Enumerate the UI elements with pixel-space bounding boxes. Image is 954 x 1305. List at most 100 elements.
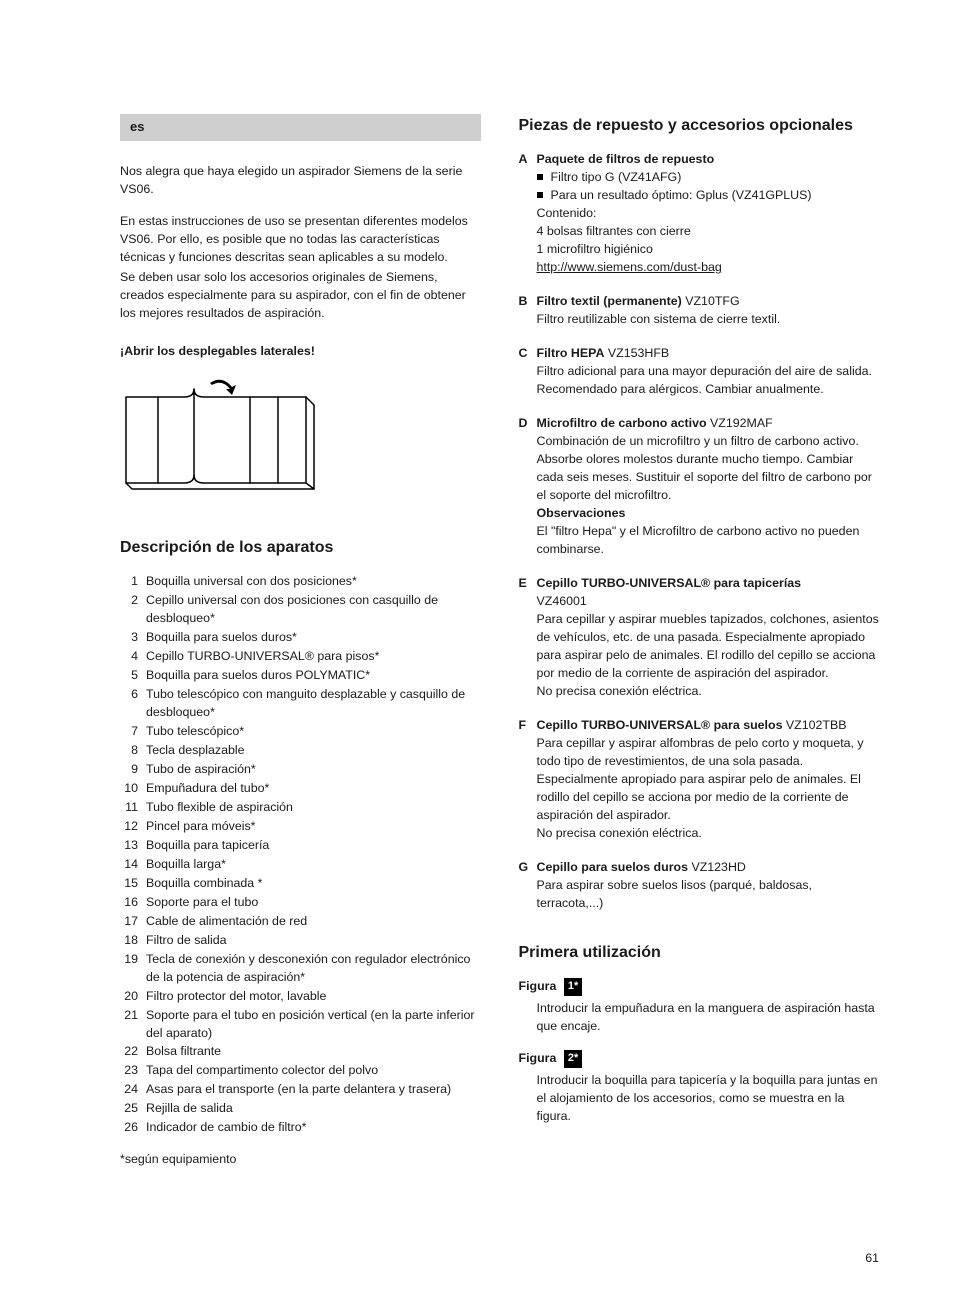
- description-item-number: 17: [120, 913, 146, 931]
- description-item-text: Soporte para el tubo en posición vertica…: [146, 1007, 481, 1043]
- spare-f-code: VZ102TBB: [786, 718, 847, 732]
- description-item-text: Tecla de conexión y desconexión con regu…: [146, 951, 481, 987]
- spare-d-title: Microfiltro de carbono activo: [537, 416, 707, 430]
- description-item-text: Tapa del compartimento colector del polv…: [146, 1062, 481, 1080]
- description-item-text: Bolsa filtrante: [146, 1043, 481, 1061]
- description-item-number: 1: [120, 573, 146, 591]
- description-item-number: 21: [120, 1007, 146, 1043]
- spare-f-title: Cepillo TURBO-UNIVERSAL® para suelos: [537, 718, 783, 732]
- spare-c-title: Filtro HEPA: [537, 346, 605, 360]
- spare-c-code: VZ153HFB: [608, 346, 669, 360]
- description-item-number: 12: [120, 818, 146, 836]
- description-item-number: 25: [120, 1100, 146, 1118]
- description-item: 9Tubo de aspiración*: [120, 761, 481, 779]
- description-item-text: Boquilla larga*: [146, 856, 481, 874]
- description-item-number: 11: [120, 799, 146, 817]
- columns: es Nos alegra que haya elegido un aspira…: [120, 114, 879, 1183]
- description-item: 1Boquilla universal con dos posiciones*: [120, 573, 481, 591]
- description-item: 16Soporte para el tubo: [120, 894, 481, 912]
- description-item-number: 22: [120, 1043, 146, 1061]
- spare-d-obs-label: Observaciones: [537, 505, 880, 523]
- spare-e-body: Para cepillar y aspirar muebles tapizado…: [537, 611, 880, 701]
- page-number: 61: [865, 1251, 879, 1265]
- description-item: 2Cepillo universal con dos posiciones co…: [120, 592, 481, 628]
- spare-b-code: VZ10TFG: [685, 294, 739, 308]
- description-item-number: 14: [120, 856, 146, 874]
- description-item: 6Tubo telescópico con manguito desplazab…: [120, 686, 481, 722]
- figure-2-badge: 2*: [564, 1050, 582, 1068]
- description-item-text: Boquilla para suelos duros*: [146, 629, 481, 647]
- description-item-text: Boquilla combinada *: [146, 875, 481, 893]
- description-item: 26Indicador de cambio de filtro*: [120, 1119, 481, 1137]
- description-item-number: 13: [120, 837, 146, 855]
- description-item: 10Empuñadura del tubo*: [120, 780, 481, 798]
- spare-parts-list: A Paquete de filtros de repuesto Filtro …: [519, 151, 880, 912]
- spare-g-body: Para aspirar sobre suelos lisos (parqué,…: [537, 877, 880, 913]
- spare-item-e: E Cepillo TURBO-UNIVERSAL® para tapicerí…: [519, 575, 880, 701]
- spare-e-title: Cepillo TURBO-UNIVERSAL® para tapicerías: [537, 576, 802, 590]
- spare-item-a: A Paquete de filtros de repuesto Filtro …: [519, 151, 880, 277]
- spare-b-title: Filtro textil (permanente): [537, 294, 682, 308]
- description-item-text: Indicador de cambio de filtro*: [146, 1119, 481, 1137]
- description-item: 21Soporte para el tubo en posición verti…: [120, 1007, 481, 1043]
- description-item: 12Pincel para móveis*: [120, 818, 481, 836]
- item-letter: D: [519, 415, 537, 559]
- description-item: 23Tapa del compartimento colector del po…: [120, 1062, 481, 1080]
- description-item: 19Tecla de conexión y desconexión con re…: [120, 951, 481, 987]
- spare-item-b: B Filtro textil (permanente) VZ10TFG Fil…: [519, 293, 880, 329]
- description-item: 3Boquilla para suelos duros*: [120, 629, 481, 647]
- description-item-number: 20: [120, 988, 146, 1006]
- description-item-text: Cepillo universal con dos posiciones con…: [146, 592, 481, 628]
- spare-item-f: F Cepillo TURBO-UNIVERSAL® para suelos V…: [519, 717, 880, 843]
- spare-d-code: VZ192MAF: [710, 416, 773, 430]
- description-item-text: Tecla desplazable: [146, 742, 481, 760]
- description-item-text: Boquilla universal con dos posiciones*: [146, 573, 481, 591]
- description-item-text: Soporte para el tubo: [146, 894, 481, 912]
- description-item-number: 18: [120, 932, 146, 950]
- description-item: 22Bolsa filtrante: [120, 1043, 481, 1061]
- description-item-text: Cepillo TURBO-UNIVERSAL® para pisos*: [146, 648, 481, 666]
- description-item: 7Tubo telescópico*: [120, 723, 481, 741]
- spare-a-line-2: 4 bolsas filtrantes con cierre: [537, 223, 880, 241]
- spare-a-bullet-2: Para un resultado óptimo: Gplus (VZ41GPL…: [537, 187, 880, 205]
- item-letter: G: [519, 859, 537, 913]
- description-item: 15Boquilla combinada *: [120, 875, 481, 893]
- description-item-number: 15: [120, 875, 146, 893]
- description-item-text: Boquilla para tapicería: [146, 837, 481, 855]
- description-item-number: 4: [120, 648, 146, 666]
- spare-d-body: Combinación de un microfiltro y un filtr…: [537, 433, 880, 505]
- description-item-text: Rejilla de salida: [146, 1100, 481, 1118]
- spare-c-body: Filtro adicional para una mayor depuraci…: [537, 363, 880, 399]
- description-item: 14Boquilla larga*: [120, 856, 481, 874]
- figure-1-row: Figura 1*: [519, 978, 880, 996]
- spare-item-d: D Microfiltro de carbono activo VZ192MAF…: [519, 415, 880, 559]
- intro-paragraph-2: En estas instrucciones de uso se present…: [120, 213, 481, 267]
- description-item-number: 6: [120, 686, 146, 722]
- item-letter: C: [519, 345, 537, 399]
- spare-a-title: Paquete de filtros de repuesto: [537, 152, 715, 166]
- description-item: 25Rejilla de salida: [120, 1100, 481, 1118]
- description-item-text: Tubo de aspiración*: [146, 761, 481, 779]
- spare-b-body: Filtro reutilizable con sistema de cierr…: [537, 311, 880, 329]
- description-item: 4Cepillo TURBO-UNIVERSAL® para pisos*: [120, 648, 481, 666]
- spare-item-c: C Filtro HEPA VZ153HFB Filtro adicional …: [519, 345, 880, 399]
- description-item-text: Tubo flexible de aspiración: [146, 799, 481, 817]
- description-item-text: Empuñadura del tubo*: [146, 780, 481, 798]
- description-heading: Descripción de los aparatos: [120, 536, 481, 559]
- right-column: Piezas de repuesto y accesorios opcional…: [519, 114, 880, 1183]
- description-item-text: Filtro de salida: [146, 932, 481, 950]
- spare-d-obs: El "filtro Hepa" y el Microfiltro de car…: [537, 523, 880, 559]
- spare-a-bullet-1: Filtro tipo G (VZ41AFG): [537, 169, 880, 187]
- page: es Nos alegra que haya elegido un aspira…: [0, 0, 954, 1305]
- intro-paragraph-3: Se deben usar solo los accesorios origin…: [120, 269, 481, 323]
- description-item-number: 16: [120, 894, 146, 912]
- figura-label: Figura: [519, 979, 557, 993]
- figure-1-body: Introducir la empuñadura en la manguera …: [519, 1000, 880, 1036]
- spare-a-link[interactable]: http://www.siemens.com/dust-bag: [537, 260, 722, 274]
- figura-label: Figura: [519, 1051, 557, 1065]
- description-item-number: 5: [120, 667, 146, 685]
- description-item: 13Boquilla para tapicería: [120, 837, 481, 855]
- description-item: 8Tecla desplazable: [120, 742, 481, 760]
- description-item-text: Cable de alimentación de red: [146, 913, 481, 931]
- spare-item-g: G Cepillo para suelos duros VZ123HD Para…: [519, 859, 880, 913]
